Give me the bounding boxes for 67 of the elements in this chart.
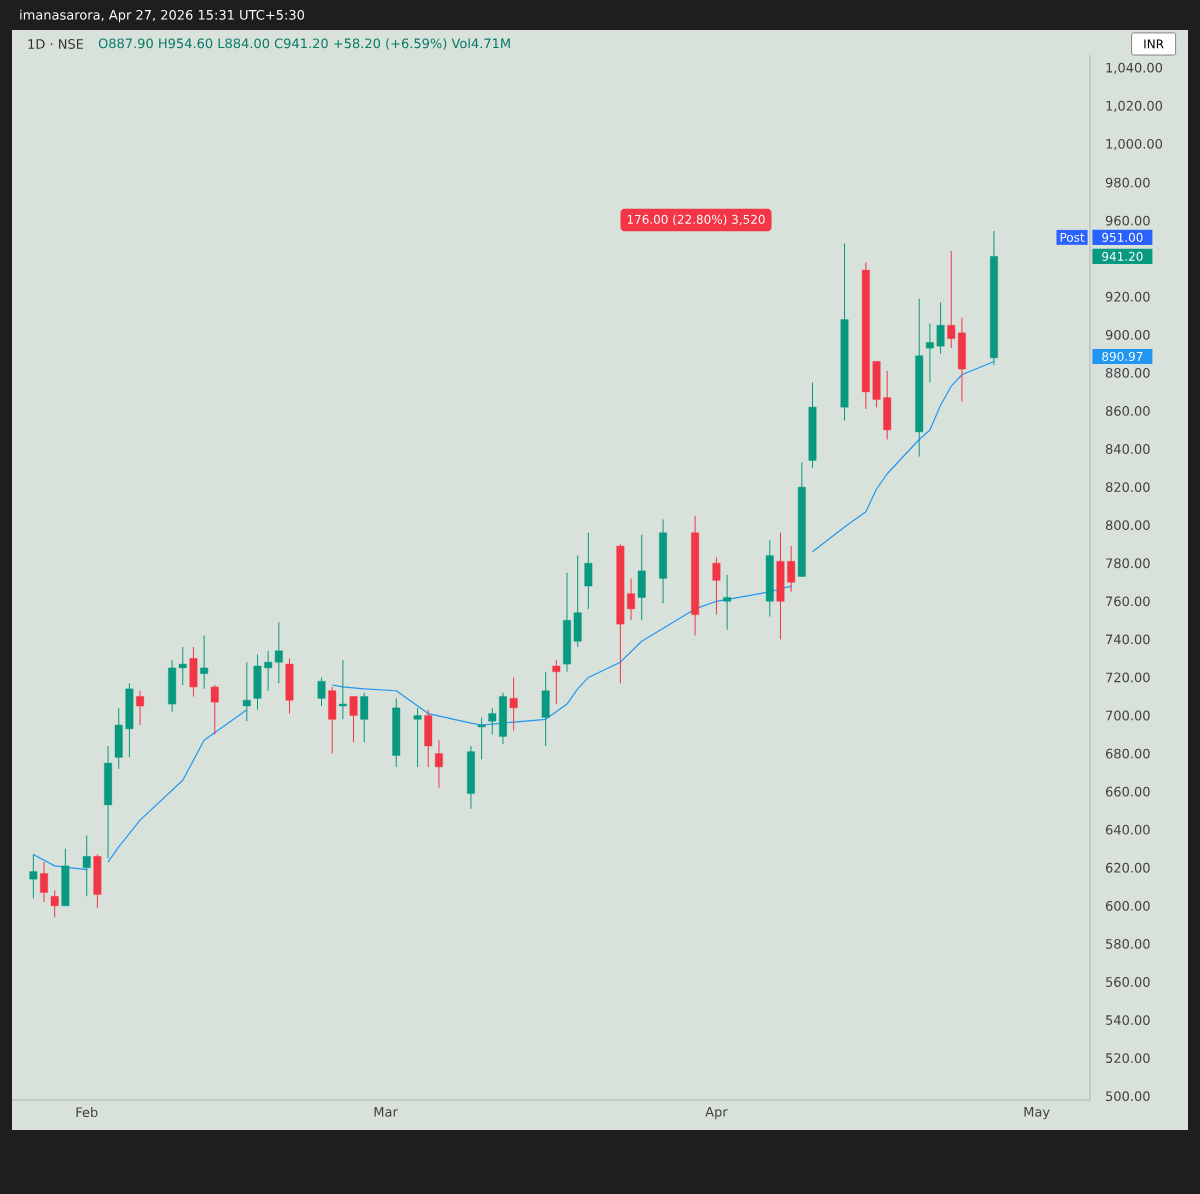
y-tick-label: 760.00	[1106, 596, 1150, 607]
y-tick-label: 680.00	[1105, 748, 1150, 759]
y-tick-label: 1,020.00	[1106, 100, 1163, 112]
y-tick-label: 720.00	[1106, 672, 1150, 683]
candlestick	[413, 707, 422, 768]
candlestick	[712, 557, 721, 616]
y-tick-label: 960.00	[1105, 215, 1150, 226]
x-tick-label: May	[1024, 1107, 1050, 1120]
candlestick	[338, 659, 347, 720]
x-tick-label: Apr	[705, 1107, 728, 1120]
y-tick-label: 1,000.00	[1106, 138, 1163, 151]
y-tick-label: 900.00	[1105, 329, 1150, 340]
y-tick-label: 920.00	[1105, 291, 1150, 302]
candlestick	[925, 322, 934, 383]
candlestick	[50, 890, 59, 918]
candlestick	[82, 834, 91, 897]
text: 890.97	[1102, 351, 1143, 361]
y-tick-label: 860.00	[1105, 406, 1150, 416]
candlestick	[787, 545, 796, 593]
x-tick-label: Mar	[374, 1107, 398, 1117]
y-tick-label: 540.00	[1106, 1015, 1150, 1025]
candlestick	[552, 659, 561, 705]
text: INR	[1144, 39, 1164, 49]
candlestick	[242, 661, 251, 722]
candlestick	[477, 716, 486, 760]
candlestick	[360, 692, 369, 743]
candlestick	[349, 695, 358, 743]
y-tick-label: 560.00	[1106, 977, 1150, 987]
x-tick-label: Feb	[76, 1107, 98, 1118]
y-tick-label: 520.00	[1106, 1053, 1150, 1064]
y-tick-label: 780.00	[1106, 558, 1150, 569]
candlestick	[936, 301, 945, 355]
text: 941.20	[1102, 251, 1143, 261]
text: 951.00	[1102, 232, 1143, 242]
candlestick	[136, 690, 145, 726]
y-tick-label: 580.00	[1106, 939, 1150, 949]
candlestick	[584, 532, 593, 610]
candlestick	[200, 635, 209, 690]
y-tick-label: 700.00	[1106, 710, 1150, 721]
candlestick	[178, 646, 187, 686]
y-tick-label: 800.00	[1105, 520, 1150, 531]
text: imanasarora, Apr 27, 2026 15:31 UTC+5:30	[20, 9, 305, 23]
y-tick-label: 1,040.00	[1106, 62, 1163, 74]
candlestick	[509, 676, 518, 732]
candlestick	[488, 707, 497, 736]
y-tick-label: 620.00	[1105, 862, 1150, 873]
y-tick-label: 980.00	[1105, 177, 1150, 188]
candlestick	[29, 853, 38, 899]
candlestick	[40, 861, 48, 903]
candlestick	[723, 574, 732, 631]
y-tick-label: 640.00	[1105, 824, 1150, 835]
y-tick-label: 740.00	[1106, 634, 1150, 645]
chart-title: 1D · NSE	[28, 39, 84, 49]
candlestick	[947, 250, 956, 349]
y-tick-label: 880.00	[1105, 367, 1150, 378]
annotation: 176.00 (22.80%) 3,520	[627, 214, 765, 226]
y-tick-label: 660.00	[1105, 786, 1150, 797]
candlestick	[210, 684, 219, 736]
y-tick-label: 600.00	[1105, 900, 1150, 911]
candlestick	[627, 577, 635, 621]
annotation: Post	[1060, 232, 1085, 242]
candlestick	[435, 739, 443, 789]
y-tick-label: 500.00	[1106, 1091, 1150, 1102]
y-tick-label: 820.00	[1105, 482, 1150, 492]
y-tick-label: 840.00	[1105, 444, 1150, 454]
chart-subtitle: O887.90 H954.60 L884.00 C941.20 +58.20 (+6.59%) Vol4.71M	[98, 38, 510, 50]
candlestick	[317, 676, 326, 707]
